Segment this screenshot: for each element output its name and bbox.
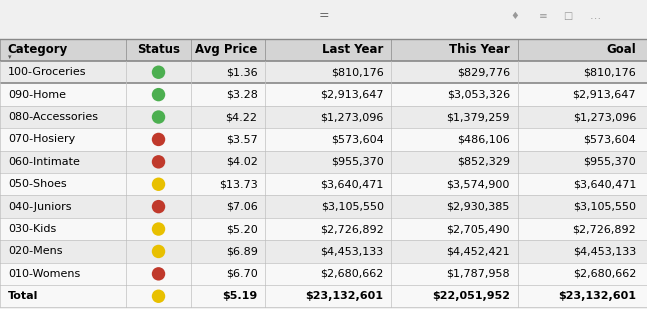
FancyBboxPatch shape xyxy=(0,285,647,307)
Ellipse shape xyxy=(152,222,165,236)
Ellipse shape xyxy=(152,245,165,258)
Text: This Year: This Year xyxy=(449,43,510,56)
Text: 100-Groceries: 100-Groceries xyxy=(8,67,86,77)
Text: $6.70: $6.70 xyxy=(226,269,258,279)
Text: $1,273,096: $1,273,096 xyxy=(573,112,636,122)
Text: 020-Mens: 020-Mens xyxy=(8,247,62,256)
Text: Avg Price: Avg Price xyxy=(195,43,258,56)
Text: …: … xyxy=(589,11,601,21)
Text: =: = xyxy=(318,10,329,23)
FancyBboxPatch shape xyxy=(0,83,647,106)
Ellipse shape xyxy=(152,88,165,101)
Ellipse shape xyxy=(152,267,165,281)
Text: $829,776: $829,776 xyxy=(457,67,510,77)
Ellipse shape xyxy=(152,155,165,169)
Text: $5.19: $5.19 xyxy=(223,291,258,301)
Text: $955,370: $955,370 xyxy=(331,157,384,167)
Text: $13.73: $13.73 xyxy=(219,179,258,189)
Text: $3,105,550: $3,105,550 xyxy=(321,202,384,212)
Text: 050-Shoes: 050-Shoes xyxy=(8,179,67,189)
Text: $2,726,892: $2,726,892 xyxy=(320,224,384,234)
Text: $6.89: $6.89 xyxy=(226,247,258,256)
Ellipse shape xyxy=(152,290,165,303)
Text: $7.06: $7.06 xyxy=(226,202,258,212)
FancyBboxPatch shape xyxy=(0,61,647,83)
Text: $3,053,326: $3,053,326 xyxy=(446,90,510,99)
FancyBboxPatch shape xyxy=(0,106,647,128)
Text: $3,105,550: $3,105,550 xyxy=(573,202,636,212)
Text: □: □ xyxy=(564,11,573,21)
Text: ♦: ♦ xyxy=(510,11,520,21)
Ellipse shape xyxy=(152,110,165,124)
Text: $23,132,601: $23,132,601 xyxy=(305,291,384,301)
Text: $3,640,471: $3,640,471 xyxy=(573,179,636,189)
Text: $2,705,490: $2,705,490 xyxy=(446,224,510,234)
Text: $2,726,892: $2,726,892 xyxy=(572,224,636,234)
Text: $573,604: $573,604 xyxy=(583,134,636,144)
Text: $1.36: $1.36 xyxy=(226,67,258,77)
Text: $4,452,421: $4,452,421 xyxy=(446,247,510,256)
Text: 070-Hosiery: 070-Hosiery xyxy=(8,134,75,144)
FancyBboxPatch shape xyxy=(0,151,647,173)
Text: $4.22: $4.22 xyxy=(226,112,258,122)
Text: 010-Womens: 010-Womens xyxy=(8,269,80,279)
Text: 080-Accessories: 080-Accessories xyxy=(8,112,98,122)
Text: $5.20: $5.20 xyxy=(226,224,258,234)
Text: $955,370: $955,370 xyxy=(583,157,636,167)
Text: $810,176: $810,176 xyxy=(583,67,636,77)
Ellipse shape xyxy=(152,200,165,213)
Text: $2,680,662: $2,680,662 xyxy=(320,269,384,279)
FancyBboxPatch shape xyxy=(0,195,647,218)
Text: ≡: ≡ xyxy=(539,11,548,21)
Text: Status: Status xyxy=(137,43,180,56)
Text: $2,680,662: $2,680,662 xyxy=(573,269,636,279)
Text: $1,379,259: $1,379,259 xyxy=(446,112,510,122)
Text: $3.28: $3.28 xyxy=(226,90,258,99)
Text: $486,106: $486,106 xyxy=(457,134,510,144)
Text: 090-Home: 090-Home xyxy=(8,90,66,99)
Text: Goal: Goal xyxy=(606,43,636,56)
Text: $810,176: $810,176 xyxy=(331,67,384,77)
Text: $4,453,133: $4,453,133 xyxy=(320,247,384,256)
Text: 030-Kids: 030-Kids xyxy=(8,224,56,234)
Text: $4,453,133: $4,453,133 xyxy=(573,247,636,256)
Text: $573,604: $573,604 xyxy=(331,134,384,144)
Text: $2,930,385: $2,930,385 xyxy=(446,202,510,212)
Text: $852,329: $852,329 xyxy=(457,157,510,167)
Ellipse shape xyxy=(152,66,165,79)
Ellipse shape xyxy=(152,133,165,146)
Text: 060-Intimate: 060-Intimate xyxy=(8,157,80,167)
FancyBboxPatch shape xyxy=(0,128,647,151)
FancyBboxPatch shape xyxy=(0,240,647,263)
Text: Category: Category xyxy=(8,43,68,56)
Text: Total: Total xyxy=(8,291,38,301)
FancyBboxPatch shape xyxy=(0,173,647,195)
Text: $1,273,096: $1,273,096 xyxy=(320,112,384,122)
Text: $3.57: $3.57 xyxy=(226,134,258,144)
FancyBboxPatch shape xyxy=(0,39,647,61)
Text: $2,913,647: $2,913,647 xyxy=(573,90,636,99)
Text: $3,574,900: $3,574,900 xyxy=(446,179,510,189)
Text: ▾: ▾ xyxy=(8,54,11,60)
Text: $2,913,647: $2,913,647 xyxy=(320,90,384,99)
Text: $22,051,952: $22,051,952 xyxy=(432,291,510,301)
Text: Last Year: Last Year xyxy=(322,43,384,56)
Text: $4.02: $4.02 xyxy=(226,157,258,167)
Text: $3,640,471: $3,640,471 xyxy=(320,179,384,189)
Text: $23,132,601: $23,132,601 xyxy=(558,291,636,301)
FancyBboxPatch shape xyxy=(0,263,647,285)
Text: $1,787,958: $1,787,958 xyxy=(446,269,510,279)
FancyBboxPatch shape xyxy=(0,218,647,240)
Text: 040-Juniors: 040-Juniors xyxy=(8,202,71,212)
Ellipse shape xyxy=(152,177,165,191)
